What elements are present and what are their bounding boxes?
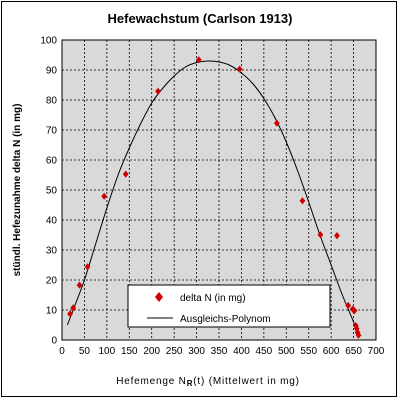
y-axis-label: stündl. Hefezunahme delta N (in mg) — [12, 104, 23, 277]
y-tick-label: 80 — [46, 96, 58, 107]
legend-entry-points: delta N (in mg) — [180, 293, 246, 304]
y-tick-label: 10 — [46, 306, 58, 317]
data-point — [84, 263, 91, 271]
x-tick-label: 50 — [79, 346, 91, 357]
x-tick-label: 0 — [59, 346, 65, 357]
data-points-layer — [67, 56, 362, 339]
data-point — [67, 310, 73, 318]
x-tick-label: 650 — [345, 346, 362, 357]
y-tick-label: 70 — [46, 126, 58, 137]
x-tick-label: 550 — [300, 346, 317, 357]
legend: delta N (in mg) Ausgleichs-Polynom — [127, 284, 331, 328]
tick-labels: 0 10 20 30 40 50 60 70 80 90 100 0 50 100 150 200 250 300… — [40, 36, 384, 358]
data-point — [195, 56, 202, 64]
x-tick-label: 500 — [278, 346, 295, 357]
data-point — [345, 301, 352, 310]
y-tick-label: 90 — [46, 66, 58, 77]
data-point — [355, 331, 362, 339]
x-tick-label: 350 — [211, 346, 228, 357]
y-tick-label: 50 — [46, 186, 58, 197]
data-point — [155, 87, 161, 95]
x-tick-label: 600 — [323, 346, 340, 357]
y-tick-label: 30 — [46, 246, 58, 257]
legend-entry-curve: Ausgleichs-Polynom — [180, 314, 271, 325]
x-tick-label: 150 — [121, 346, 138, 357]
y-tick-label: 40 — [46, 216, 58, 227]
legend-marker-diamond — [155, 292, 163, 302]
data-point — [101, 192, 108, 200]
x-axis-label: Hefemenge NR(t) (Mittelwert in mg) — [116, 376, 300, 388]
chart-title: Hefewachstum (Carlson 1913) — [108, 11, 293, 26]
fit-curve-layer — [66, 60, 360, 338]
data-point — [122, 170, 129, 178]
fit-curve — [66, 60, 360, 338]
legend-box — [127, 284, 331, 328]
data-point — [70, 304, 77, 312]
x-axis-label-prefix: Hefemenge N — [116, 376, 187, 387]
data-point — [349, 305, 356, 313]
data-point — [351, 307, 358, 315]
data-point — [273, 119, 280, 127]
x-tick-label: 100 — [99, 346, 116, 357]
y-tick-label: 20 — [46, 276, 58, 287]
x-tick-label: 200 — [143, 346, 160, 357]
data-point — [334, 232, 340, 240]
y-tick-label: 60 — [46, 156, 58, 167]
x-tick-label: 250 — [166, 346, 183, 357]
y-tick-label: 0 — [51, 336, 57, 347]
x-tick-label: 450 — [256, 346, 273, 357]
data-point — [299, 197, 306, 205]
x-tick-label: 700 — [368, 346, 385, 357]
y-tick-label: 100 — [40, 36, 57, 47]
x-tick-label: 400 — [233, 346, 250, 357]
data-point — [353, 325, 360, 333]
data-point — [236, 65, 243, 73]
x-axis-label-subscript: R — [187, 379, 194, 388]
x-axis-label-suffix: (t) (Mittelwert in mg) — [193, 376, 300, 387]
x-tick-label: 300 — [188, 346, 205, 357]
data-point — [76, 281, 83, 289]
data-point — [317, 231, 324, 239]
